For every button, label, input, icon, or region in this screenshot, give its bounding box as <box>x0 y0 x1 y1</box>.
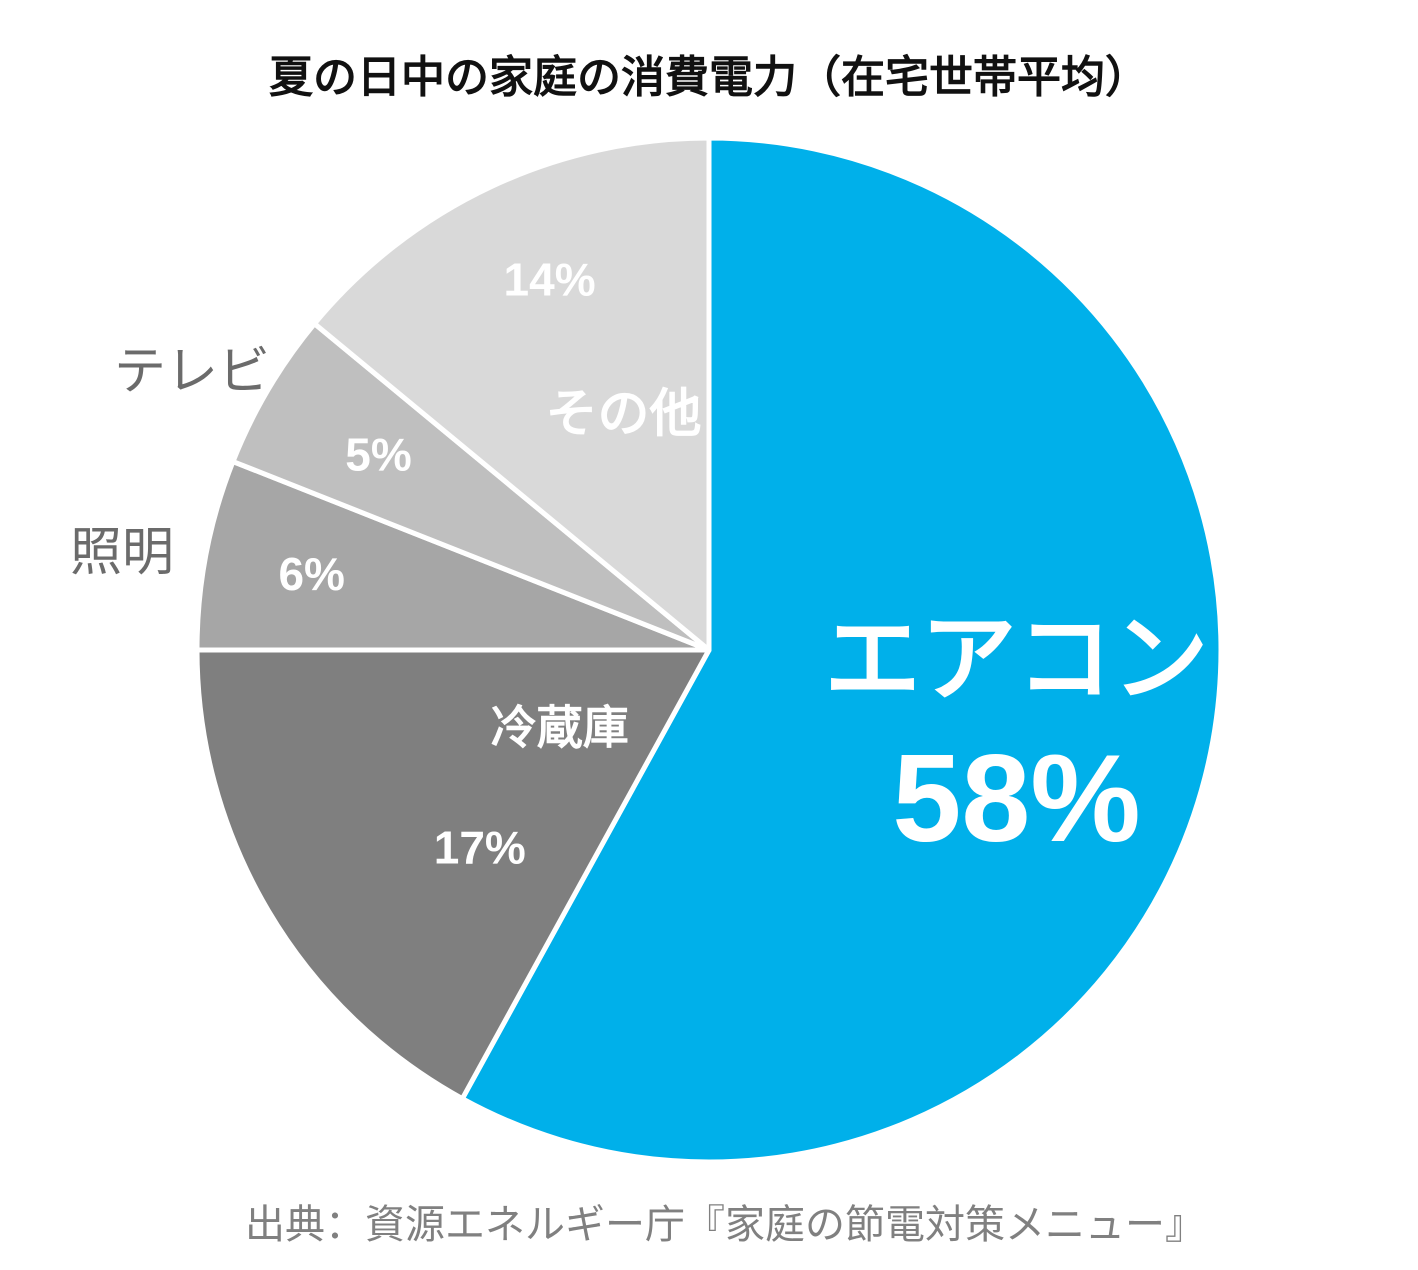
slice-label-テレビ: テレビ <box>114 342 270 402</box>
slice-value-テレビ: 5% <box>345 429 411 481</box>
slice-label-照明: 照明 <box>70 523 174 583</box>
slice-label-エアコン: エアコン <box>825 603 1209 715</box>
pie-slices <box>194 135 1224 1165</box>
slice-冷蔵庫 <box>194 647 712 1102</box>
chart-source: 出典：資源エネルギー庁『家庭の節電対策メニュー』 <box>245 1202 1205 1248</box>
pie-labels: エアコン 58% 冷蔵庫 17% 照明 6% テレビ 5% その他 14% <box>70 253 1209 873</box>
slice-value-エアコン: 58% <box>892 730 1140 868</box>
slice-value-冷蔵庫: 17% <box>434 822 526 874</box>
slice-その他 <box>312 135 712 653</box>
slice-label-冷蔵庫: 冷蔵庫 <box>491 701 629 755</box>
slice-label-その他: その他 <box>545 385 701 445</box>
slice-照明 <box>194 459 712 653</box>
slice-value-照明: 6% <box>278 548 344 600</box>
slice-value-その他: 14% <box>504 253 596 305</box>
chart-title: 夏の日中の家庭の消費電力（在宅世帯平均） <box>269 52 1149 103</box>
slice-テレビ <box>230 321 712 653</box>
slice-エアコン <box>459 135 1224 1165</box>
